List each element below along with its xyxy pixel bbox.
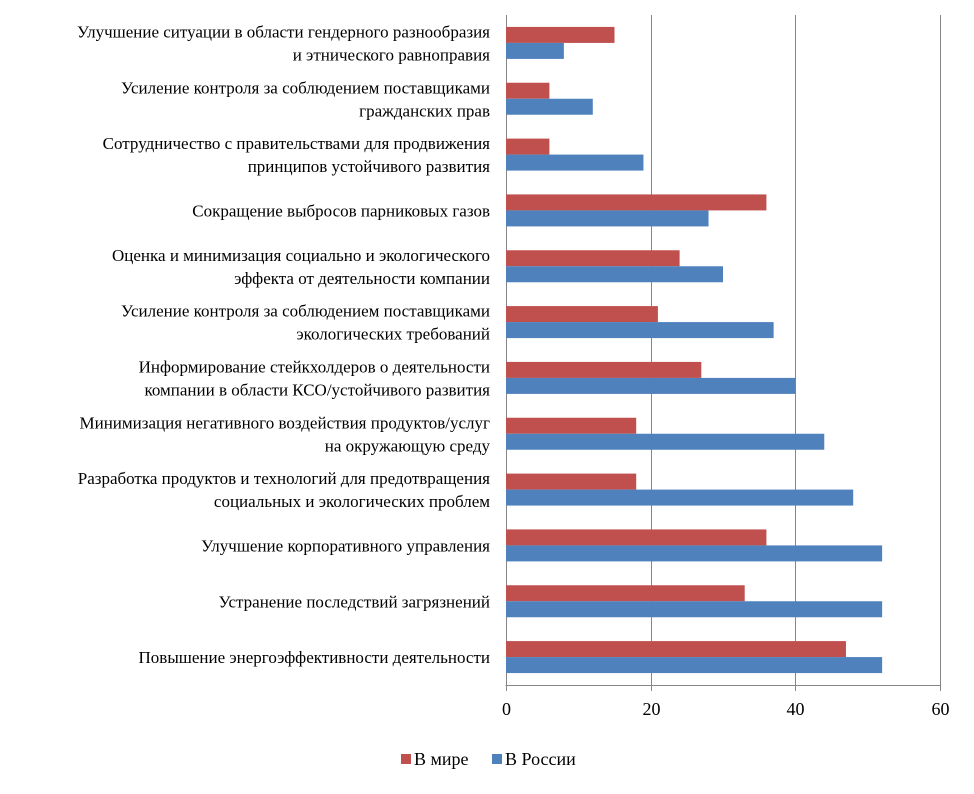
bar-russia — [506, 545, 883, 562]
bar-russia — [506, 98, 593, 115]
category-label-line: компании в области КСО/устойчивого разви… — [144, 380, 490, 399]
gridlines — [506, 15, 941, 691]
legend: В мире В России — [401, 749, 576, 769]
category-label-line: Усиление контроля за соблюдением поставщ… — [121, 302, 490, 321]
bar-world — [506, 26, 615, 43]
bar-world — [506, 529, 767, 546]
category-label: Разработка продуктов и технологий для пр… — [78, 469, 491, 511]
x-tick-label: 40 — [787, 699, 805, 719]
x-tick-label: 0 — [502, 699, 511, 719]
category-label-line: гражданских прав — [359, 101, 490, 120]
category-label: Усиление контроля за соблюдением поставщ… — [121, 302, 490, 344]
legend-swatch — [401, 754, 411, 764]
category-labels: Улучшение ситуации в области гендерного … — [77, 22, 491, 667]
category-label: Оценка и минимизация социально и экологи… — [112, 246, 490, 288]
category-label-line: Повышение энергоэффективности деятельнос… — [139, 648, 490, 667]
bar-russia — [506, 433, 825, 450]
category-label: Устранение последствий загрязнений — [218, 592, 490, 611]
bar-russia — [506, 489, 854, 506]
category-label-line: Сотрудничество с правительствами для про… — [103, 134, 491, 153]
legend-swatch — [492, 754, 502, 764]
legend-label: В мире — [414, 749, 469, 769]
bar-world — [506, 194, 767, 211]
category-label: Минимизация негативного воздействия прод… — [80, 413, 491, 455]
category-label-line: принципов устойчивого развития — [248, 157, 490, 176]
bar-world — [506, 138, 550, 155]
category-label-line: Разработка продуктов и технологий для пр… — [78, 469, 490, 488]
bar-world — [506, 473, 637, 490]
bar-russia — [506, 42, 564, 59]
bar-russia — [506, 154, 644, 171]
bar-world — [506, 417, 637, 434]
bar-world — [506, 361, 702, 378]
legend-label: В России — [505, 749, 576, 769]
bar-world — [506, 250, 680, 267]
bar-world — [506, 585, 745, 602]
x-tick-label: 20 — [643, 699, 661, 719]
category-label-line: Информирование стейкхолдеров о деятельно… — [139, 357, 490, 376]
category-label: Улучшение корпоративного управления — [201, 536, 490, 555]
bar-russia — [506, 210, 709, 227]
bar-russia — [506, 601, 883, 618]
category-label: Сотрудничество с правительствами для про… — [103, 134, 491, 176]
x-tick-label: 60 — [932, 699, 950, 719]
category-label: Улучшение ситуации в области гендерного … — [77, 22, 490, 64]
bar-russia — [506, 377, 796, 394]
category-label-line: Устранение последствий загрязнений — [218, 592, 490, 611]
category-label-line: Минимизация негативного воздействия прод… — [80, 413, 491, 432]
category-label-line: Усиление контроля за соблюдением поставщ… — [121, 78, 490, 97]
bar-russia — [506, 266, 723, 283]
category-label-line: Улучшение ситуации в области гендерного … — [77, 22, 490, 41]
category-label-line: Оценка и минимизация социально и экологи… — [112, 246, 490, 265]
category-label: Сокращение выбросов парниковых газов — [192, 201, 490, 220]
category-label: Усиление контроля за соблюдением поставщ… — [121, 78, 490, 120]
bar-world — [506, 82, 550, 99]
bar-russia — [506, 657, 883, 674]
category-label: Информирование стейкхолдеров о деятельно… — [139, 357, 491, 399]
bar-russia — [506, 322, 774, 339]
category-label-line: экологических требований — [296, 325, 490, 344]
category-label: Повышение энергоэффективности деятельнос… — [139, 648, 490, 667]
category-label-line: Сокращение выбросов парниковых газов — [192, 201, 490, 220]
bar-world — [506, 306, 658, 323]
bars — [506, 26, 883, 674]
category-label-line: Улучшение корпоративного управления — [201, 536, 490, 555]
category-label-line: на окружающую среду — [325, 436, 491, 455]
category-label-line: эффекта от деятельности компании — [234, 269, 490, 288]
category-label-line: социальных и экологических проблем — [214, 492, 490, 511]
category-label-line: и этнического равноправия — [293, 45, 490, 64]
bar-world — [506, 641, 846, 658]
value-axis: 0 20 40 60 — [502, 685, 950, 719]
